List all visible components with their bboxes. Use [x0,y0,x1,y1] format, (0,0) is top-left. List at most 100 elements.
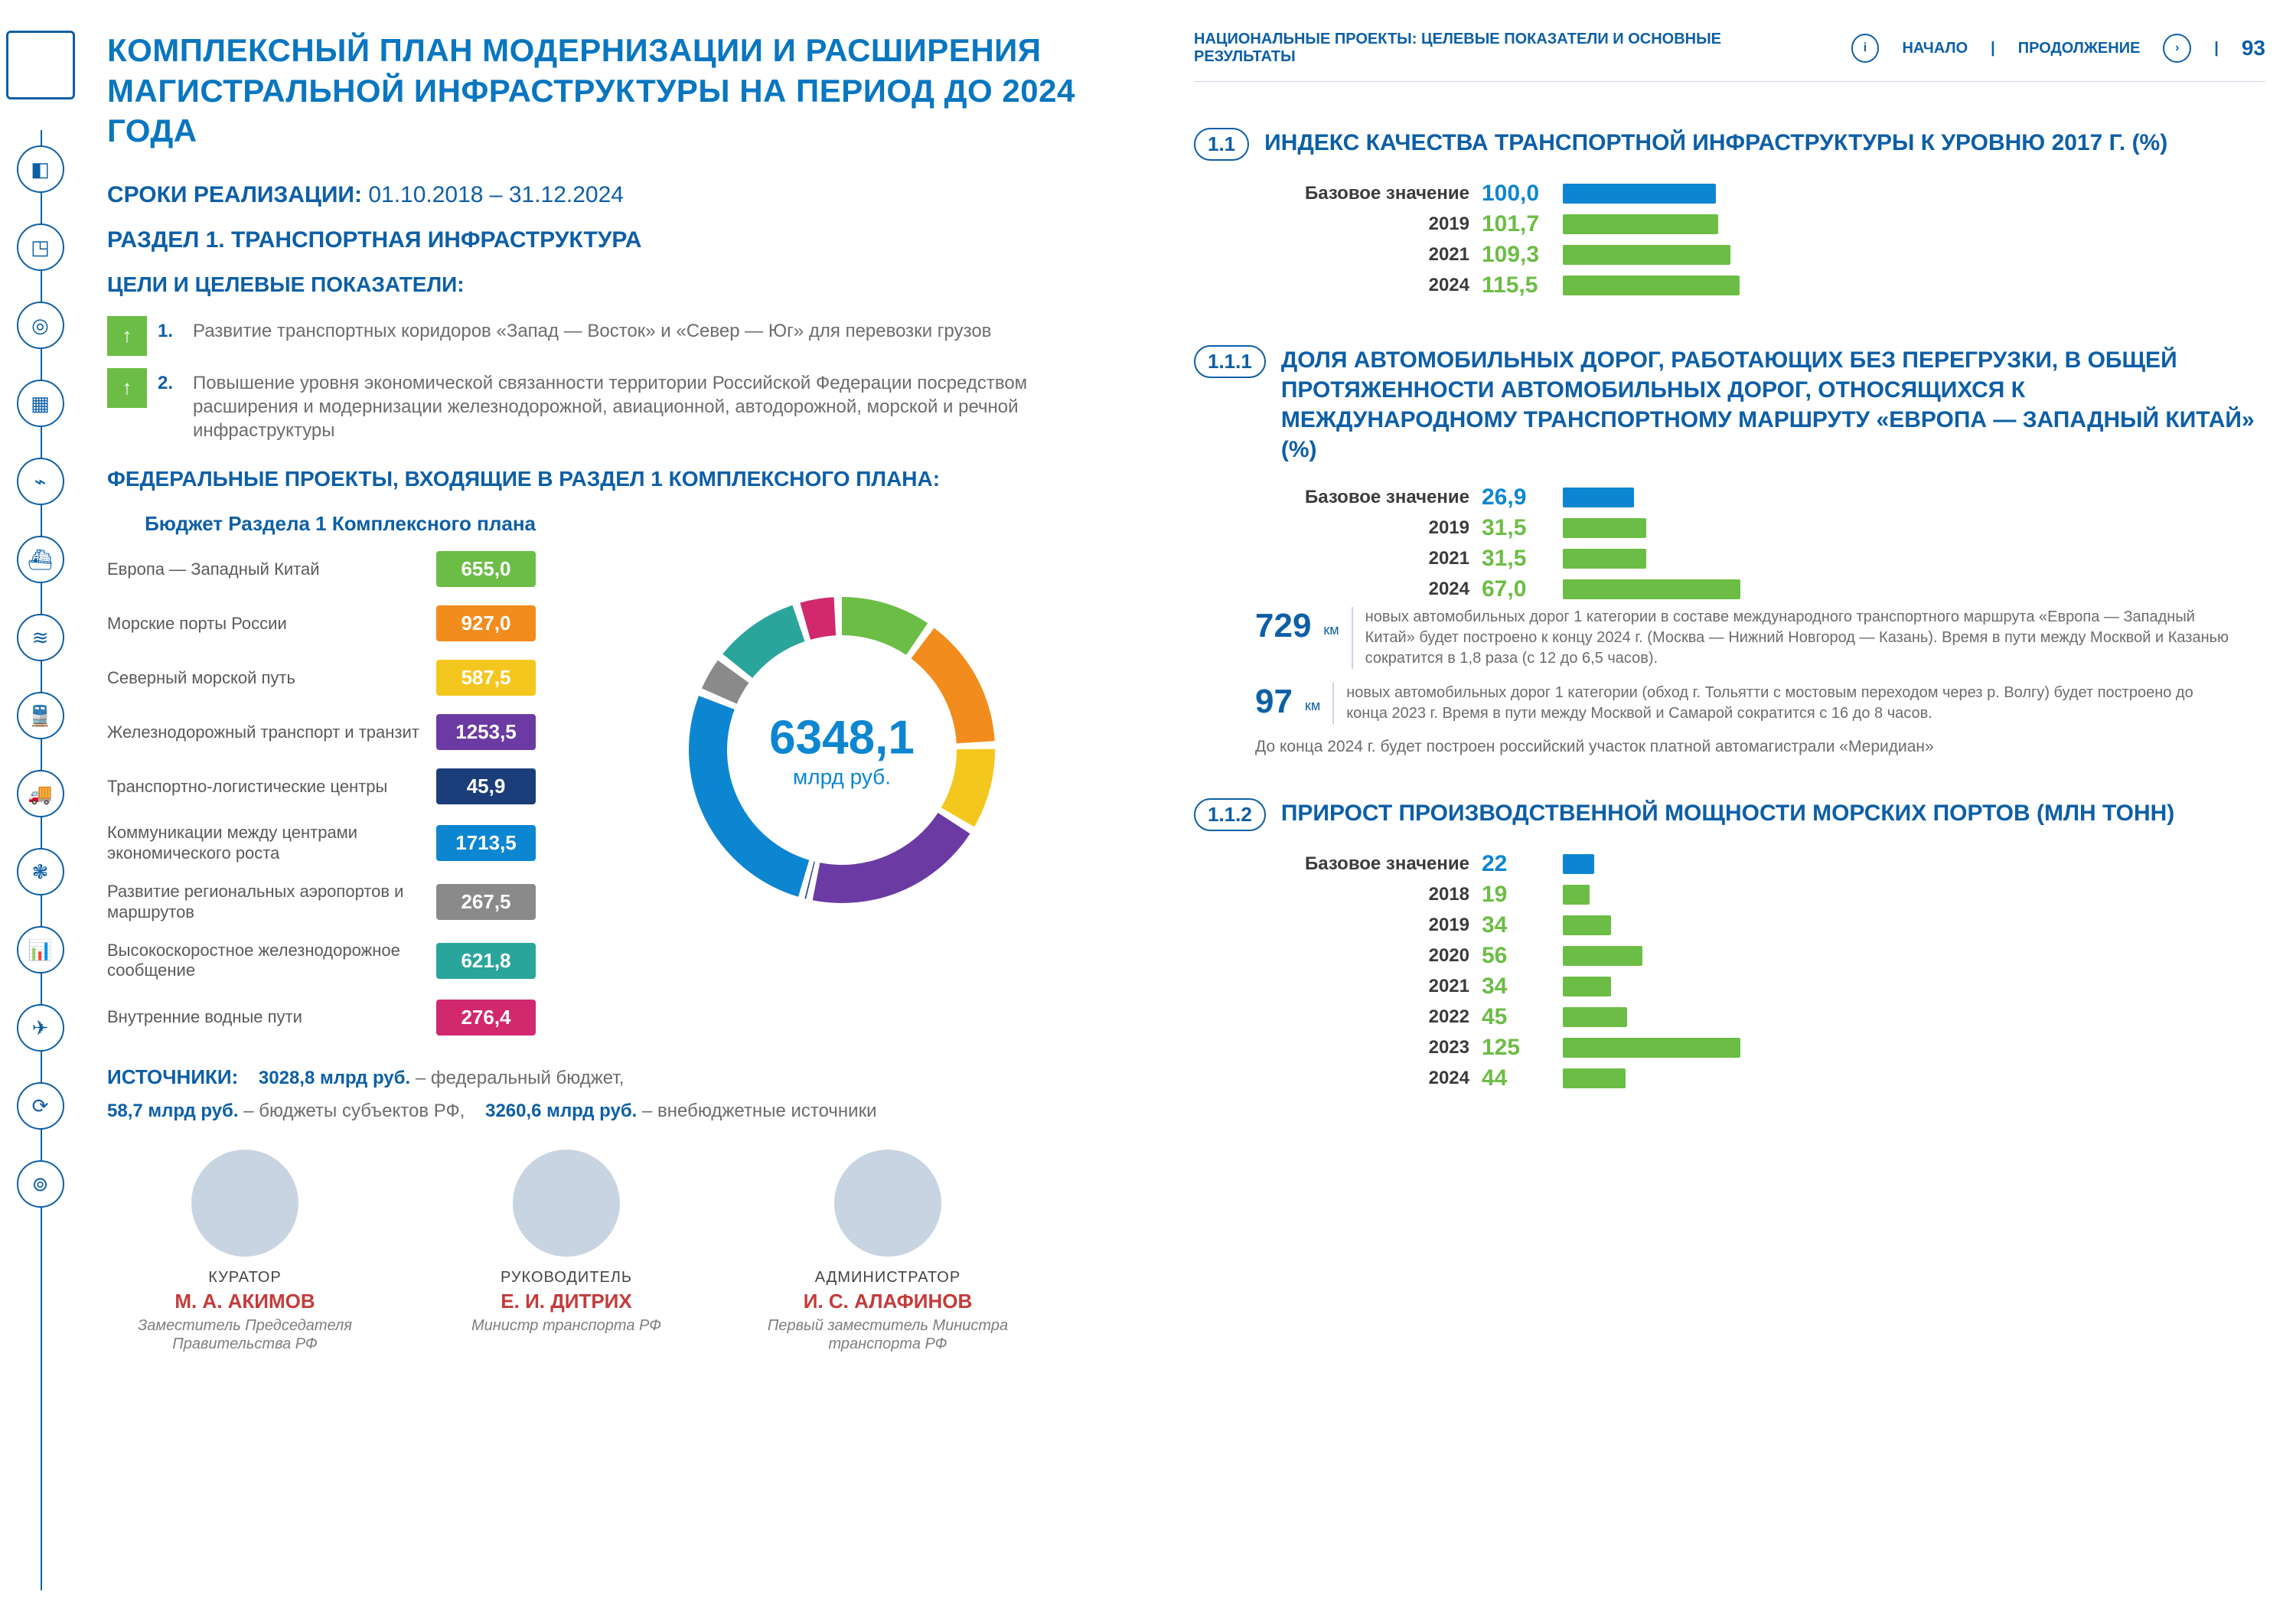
nav-icon: ⟳ [17,1082,64,1130]
indicator-row: 2019 34 [1255,912,1806,938]
indicator-year-label: 2019 [1255,214,1469,235]
indicator-value: 22 [1482,851,1551,877]
indicator-row: 2022 45 [1255,1004,1806,1030]
indicator-year-label: 2022 [1255,1006,1469,1028]
indicator-bar [1563,1068,1626,1088]
right-column: НАЦИОНАЛЬНЫЕ ПРОЕКТЫ: ЦЕЛЕВЫЕ ПОКАЗАТЕЛИ… [1194,31,2265,1138]
avatar [191,1150,298,1257]
indicator-year-label: 2024 [1255,275,1469,296]
sources-subj-text: – бюджеты субъектов РФ, [243,1101,465,1121]
budget-item-value: 45,9 [436,768,536,804]
indicators-container: 1.1 ИНДЕКС КАЧЕСТВА ТРАНСПОРТНОЙ ИНФРАСТ… [1194,128,2265,1096]
indicator-title: ПРИРОСТ ПРОИЗВОДСТВЕННОЙ МОЩНОСТИ МОРСКИ… [1281,798,2174,828]
indicator-year-label: 2019 [1255,517,1469,539]
nav-icon: 🚆 [17,692,64,739]
indicator-row: Базовое значение 26,9 [1255,484,1806,510]
indicator-year-label: 2018 [1255,884,1469,905]
indicator-title: ДОЛЯ АВТОМОБИЛЬНЫХ ДОРОГ, РАБОТАЮЩИХ БЕЗ… [1281,345,2265,465]
donut-center: 6348,1 млрд руб. [769,711,915,790]
budget-item-value: 1713,5 [436,825,536,861]
indicator-bar [1563,977,1611,996]
budget-row: Развитие региональных аэропортов и маршр… [107,882,536,922]
budget-row: Транспортно-логистические центры 45,9 [107,768,536,804]
person-name: М. А. АКИМОВ [107,1290,383,1313]
indicator-value: 44 [1482,1065,1551,1091]
budget-area: Европа — Западный Китай 655,0 Морские по… [107,551,1117,1053]
person-card: РУКОВОДИТЕЛЬ Е. И. ДИТРИХ Министр трансп… [429,1150,704,1353]
goals-list: ↑ 1. Развитие транспортных коридоров «За… [107,316,1117,443]
budget-item-value: 1253,5 [436,714,536,750]
sources-label: ИСТОЧНИКИ: [107,1065,238,1088]
indicator-year-label: 2024 [1255,1068,1469,1089]
avatar [513,1150,620,1257]
indicator-value: 31,5 [1482,546,1551,572]
donut-slice [911,628,994,744]
goal-number: 2. [158,368,182,394]
person-name: Е. И. ДИТРИХ [429,1290,704,1313]
nav-icon: ✈ [17,1004,64,1052]
indicator-value: 101,7 [1482,211,1551,237]
indicator-row: 2024 44 [1255,1065,1806,1091]
person-subtitle: Министр транспорта РФ [429,1316,704,1335]
person-card: АДМИНИСТРАТОР И. С. АЛАФИНОВ Первый заме… [750,1150,1026,1353]
budget-item-value: 621,8 [436,943,536,979]
sources-extra-value: 3260,6 млрд руб. [485,1101,637,1121]
nav-icon: ❃ [17,848,64,895]
budget-row: Морские порты России 927,0 [107,605,536,641]
page-number: 93 [2242,36,2265,60]
indicator-year-label: Базовое значение [1255,487,1469,508]
person-role: КУРАТОР [107,1269,383,1287]
goal-text: Развитие транспортных коридоров «Запад —… [193,316,991,343]
donut-slice [941,749,995,827]
people-row: КУРАТОР М. А. АКИМОВ Заместитель Председ… [107,1150,1117,1353]
next-arrow-icon[interactable]: › [2163,34,2191,63]
indicator-value: 34 [1482,974,1551,1000]
donut-wrap: 6348,1 млрд руб. [566,551,1117,911]
budget-item-label: Развитие региональных аэропортов и маршр… [107,882,422,922]
info-icon[interactable]: i [1851,34,1880,63]
indicator-row: 2019 31,5 [1255,515,1806,541]
budget-row: Внутренние водные пути 276,4 [107,1000,536,1036]
budget-donut-chart: 6348,1 млрд руб. [681,589,1003,911]
budget-list: Европа — Западный Китай 655,0 Морские по… [107,551,536,1053]
indicator-badge: 1.1.2 [1194,798,1266,831]
indicator-row: 2024 115,5 [1255,272,1806,298]
nav-begin-label[interactable]: НАЧАЛО [1902,40,1968,57]
timeline-label-text: СРОКИ РЕАЛИЗАЦИИ: [107,182,362,207]
indicator-row: Базовое значение 100,0 [1255,181,1806,207]
donut-total-unit: млрд руб. [769,765,915,790]
goal-row: ↑ 2. Повышение уровня экономической связ… [107,368,1117,443]
nav-icon: ⛴ [17,536,64,583]
indicator-row: 2021 109,3 [1255,242,1806,268]
indicator-bar [1563,885,1590,905]
donut-slice [813,813,970,903]
nav-icon: ⌁ [17,458,64,505]
nav-icon: 📊 [17,926,64,974]
indicator-bar [1563,1038,1740,1058]
section1-label: РАЗДЕЛ 1. ТРАНСПОРТНАЯ ИНФРАСТРУКТУРА [107,227,1117,253]
indicator-title: ИНДЕКС КАЧЕСТВА ТРАНСПОРТНОЙ ИНФРАСТРУКТ… [1264,128,2167,158]
indicator-chart: Базовое значение 100,0 2019 101,7 2021 1… [1194,181,2265,303]
nav-icon: 🚚 [17,770,64,817]
indicator-value: 45 [1482,1004,1551,1030]
avatar [834,1150,941,1257]
indicator-row: 2021 31,5 [1255,546,1806,572]
indicator-value: 115,5 [1482,272,1551,298]
budget-item-value: 276,4 [436,1000,536,1036]
sources-extra-text: – внебюджетные источники [642,1101,876,1121]
goal-text: Повышение уровня экономической связаннос… [193,368,1117,443]
budget-row: Железнодорожный транспорт и транзит 1253… [107,714,536,750]
goal-number: 1. [158,316,182,342]
indicator-row: 2023 125 [1255,1035,1806,1061]
nav-cont-label[interactable]: ПРОДОЛЖЕНИЕ [2018,40,2141,57]
indicator-block: 1.1 ИНДЕКС КАЧЕСТВА ТРАНСПОРТНОЙ ИНФРАСТ… [1194,128,2265,303]
indicator-value: 19 [1482,882,1551,908]
budget-item-label: Морские порты России [107,614,422,634]
budget-item-label: Европа — Западный Китай [107,559,422,579]
indicator-bar [1563,915,1611,935]
nav-icon: ◎ [17,302,64,349]
indicator-year-label: 2021 [1255,976,1469,997]
indicator-bar [1563,214,1718,234]
fed-projects-label: ФЕДЕРАЛЬНЫЕ ПРОЕКТЫ, ВХОДЯЩИЕ В РАЗДЕЛ 1… [107,465,1117,493]
indicator-year-label: 2023 [1255,1037,1469,1058]
